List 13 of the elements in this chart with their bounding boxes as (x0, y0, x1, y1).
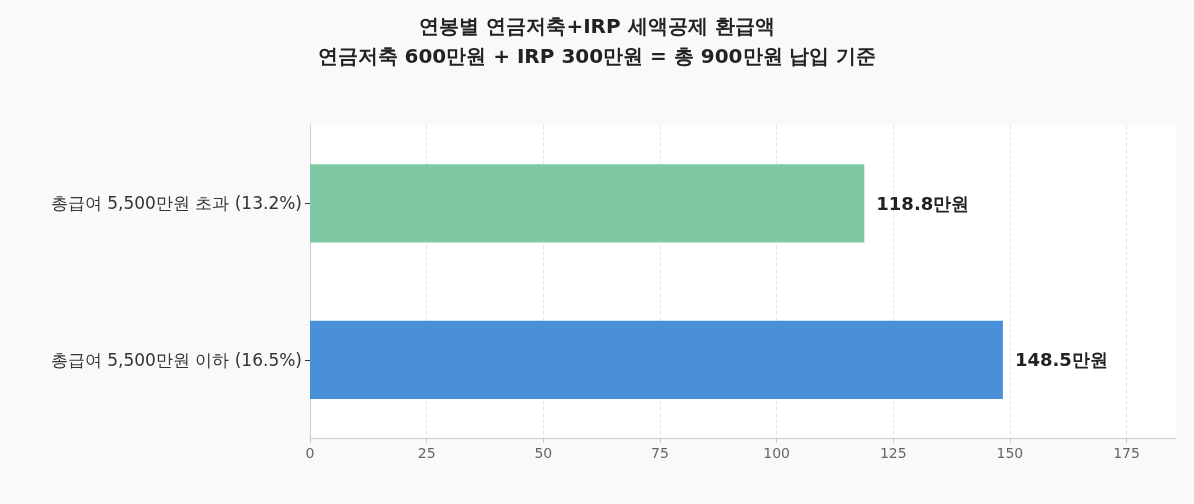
x-tick-label: 50 (534, 445, 553, 461)
x-tick-label: 125 (879, 445, 907, 461)
data-label: 148.5만원 (1014, 349, 1108, 371)
x-tick-label: 0 (305, 445, 315, 461)
data-label: 118.8만원 (876, 192, 970, 214)
x-tick-label: 175 (1113, 445, 1140, 461)
chart-title: 연봉별 연금저축+IRP 세액공제 환급액 연금저축 600만원 + IRP 300만원 = 총 900만원 납입 기준 (317, 14, 877, 68)
y-tick-label: 총급여 5,500만원 이하 (16.5%) (50, 349, 302, 370)
x-tick-label: 25 (417, 445, 436, 461)
y-tick-label: 총급여 5,500만원 초과 (13.2%) (50, 193, 302, 214)
x-tick-label: 100 (763, 445, 790, 461)
x-tick-label: 150 (996, 445, 1024, 461)
x-tick-label: 75 (651, 445, 669, 461)
